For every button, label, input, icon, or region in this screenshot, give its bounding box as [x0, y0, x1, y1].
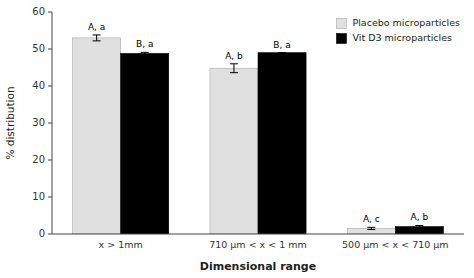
error-stem	[233, 64, 234, 73]
y-axis-title: % distribution	[4, 86, 16, 159]
error-bar	[367, 227, 375, 229]
legend-swatch	[336, 19, 346, 29]
y-tick	[48, 12, 52, 13]
y-tick-label: 60	[32, 6, 45, 17]
y-tick-label: 30	[32, 117, 45, 128]
legend-swatch	[336, 34, 346, 44]
error-cap	[230, 72, 238, 73]
chart: 0 10 20 30 40 50 60 A, a A, b A, c B, a B, a A, b x >…	[0, 0, 474, 278]
x-axis: x > 1mm 710 μm < x < 1 mm 500 μm < x < 710…	[52, 234, 464, 250]
annotation: A, b	[225, 51, 243, 61]
error-cap	[93, 40, 101, 41]
y-tick	[48, 160, 52, 161]
error-bar	[230, 64, 238, 73]
bar	[395, 227, 443, 234]
y-tick-label: 10	[32, 191, 45, 202]
y-tick	[48, 86, 52, 87]
x-tick-label: x > 1mm	[99, 239, 143, 250]
annotation: B, a	[136, 39, 153, 49]
y-tick-label: 50	[32, 43, 45, 54]
y-tick-label: 0	[39, 228, 45, 239]
y-tick	[48, 49, 52, 50]
bar	[121, 53, 169, 234]
error-cap	[367, 227, 375, 228]
y-tick	[48, 123, 52, 124]
error-cap	[93, 34, 101, 35]
y-axis-line	[52, 12, 53, 234]
error-bar	[278, 52, 286, 53]
y-tick-label: 20	[32, 154, 45, 165]
y-tick	[48, 197, 52, 198]
bar	[210, 68, 258, 234]
annotation: A, b	[411, 212, 429, 222]
error-cap	[415, 227, 423, 228]
y-axis: 0 10 20 30 40 50 60	[32, 6, 52, 239]
annotation: A, c	[363, 214, 380, 224]
x-tick-label: 500 μm < x < 710 μm	[342, 239, 449, 250]
error-bar	[93, 35, 101, 41]
x-tick-label: 710 μm < x < 1 mm	[209, 239, 307, 250]
y-tick-label: 40	[32, 80, 45, 91]
error-cap	[141, 54, 149, 55]
error-stem	[96, 35, 97, 41]
bars	[73, 35, 444, 234]
legend: Placebo microparticles Vit D3 micropartic…	[336, 17, 460, 44]
annotation: B, a	[273, 40, 290, 50]
annotation: A, a	[88, 22, 105, 32]
bar	[258, 53, 306, 234]
bar	[347, 228, 395, 234]
annotations: A, a A, b A, c B, a B, a A, b	[88, 22, 429, 224]
error-bar	[415, 225, 423, 227]
error-cap	[415, 225, 423, 226]
error-cap	[230, 63, 238, 64]
legend-label: Vit D3 microparticles	[352, 32, 452, 43]
x-axis-line	[52, 234, 464, 235]
error-cap	[367, 229, 375, 230]
error-bar	[141, 52, 149, 54]
x-axis-title: Dimensional range	[200, 260, 316, 273]
error-cap	[278, 52, 286, 53]
legend-label: Placebo microparticles	[352, 17, 460, 28]
error-cap	[141, 52, 149, 53]
bar	[73, 38, 121, 234]
error-cap	[278, 52, 286, 53]
y-tick	[48, 234, 52, 235]
